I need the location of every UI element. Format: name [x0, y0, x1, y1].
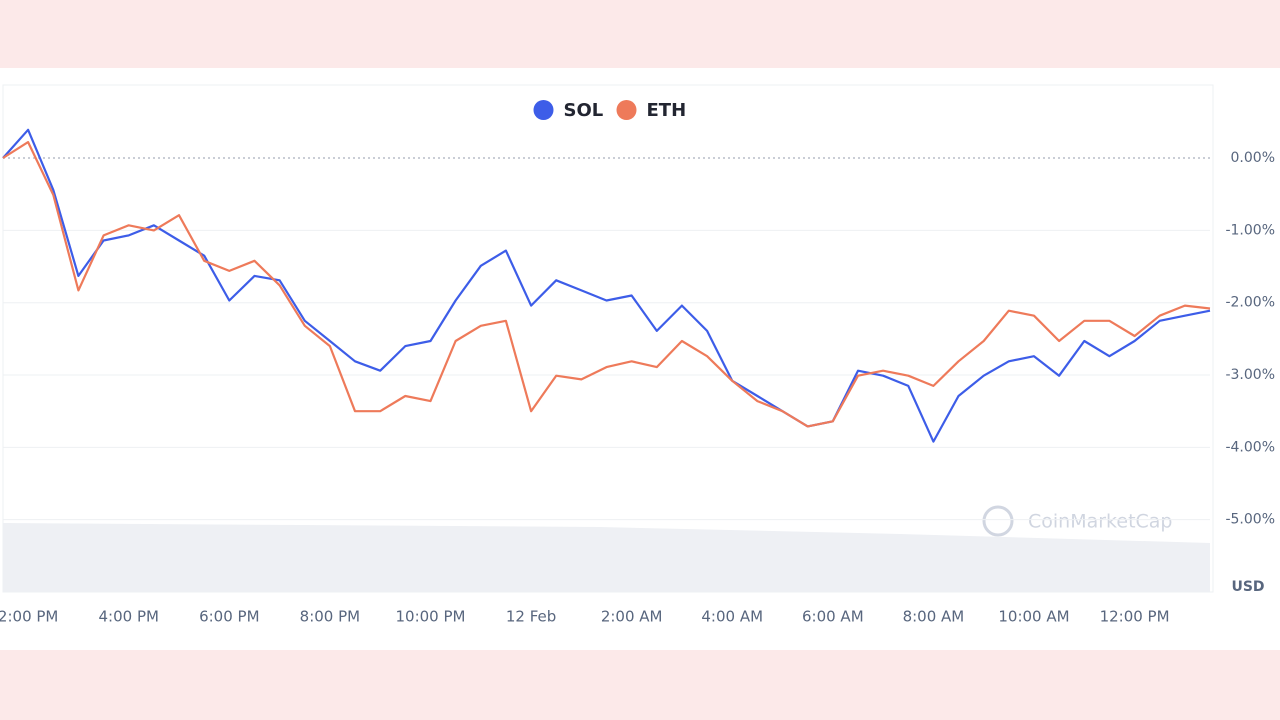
y-tick-label: -5.00%: [1225, 512, 1275, 528]
x-tick-label: 12 Feb: [506, 608, 556, 626]
legend-item: SOL: [533, 100, 604, 121]
y-axis-label: USD: [1231, 579, 1264, 595]
watermark: CoinMarketCap: [982, 505, 1173, 537]
top-band: [0, 0, 1280, 68]
legend-marker: [616, 100, 637, 120]
y-tick-label: -1.00%: [1225, 222, 1275, 238]
y-tick-label: -4.00%: [1225, 439, 1275, 455]
y-tick-label: -3.00%: [1225, 367, 1275, 383]
volume-area: [3, 523, 1210, 592]
series-line: [2, 141, 1211, 428]
x-tick-label: 6:00 AM: [802, 608, 864, 626]
x-tick-label: 12:00 PM: [1100, 608, 1170, 626]
x-tick-label: 8:00 PM: [300, 608, 360, 626]
legend-item: ETH: [616, 100, 687, 121]
legend-marker: [533, 100, 554, 120]
legend-label: ETH: [647, 100, 687, 121]
series-line: [2, 128, 1211, 443]
x-tick-label: 10:00 PM: [395, 608, 465, 626]
y-tick-label: 0.00%: [1231, 150, 1275, 166]
watermark-logo: [982, 505, 1014, 537]
x-tick-label: 4:00 AM: [701, 608, 763, 626]
legend: SOL ETH: [533, 100, 687, 121]
y-tick-label: -2.00%: [1225, 295, 1275, 311]
x-tick-label: 6:00 PM: [199, 608, 259, 626]
watermark-text: CoinMarketCap: [1028, 511, 1173, 533]
x-tick-label: 2:00 AM: [601, 608, 663, 626]
legend-label: SOL: [564, 100, 604, 121]
x-tick-label: 4:00 PM: [99, 608, 159, 626]
x-tick-label: 10:00 AM: [998, 608, 1069, 626]
x-tick-label: 2:00 PM: [0, 608, 58, 626]
x-tick-label: 8:00 AM: [903, 608, 965, 626]
